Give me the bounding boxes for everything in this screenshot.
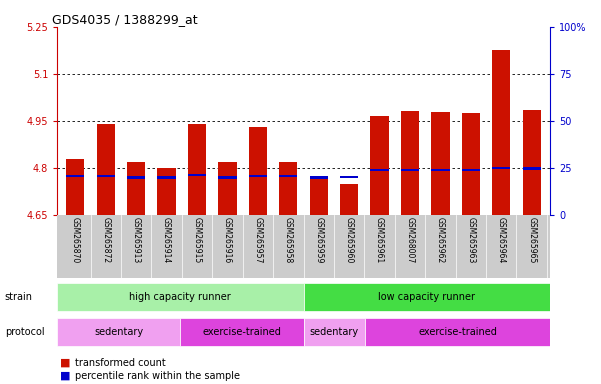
Bar <box>243 215 273 278</box>
Text: GSM265872: GSM265872 <box>102 217 110 263</box>
Bar <box>304 215 334 278</box>
Text: GSM265957: GSM265957 <box>254 217 263 263</box>
Bar <box>97 124 115 215</box>
Text: exercise-trained: exercise-trained <box>418 327 497 337</box>
Text: percentile rank within the sample: percentile rank within the sample <box>75 371 240 381</box>
Bar <box>218 162 237 215</box>
Bar <box>212 215 243 278</box>
Text: high capacity runner: high capacity runner <box>129 292 231 302</box>
Bar <box>522 110 541 215</box>
Bar <box>304 283 550 311</box>
Text: GSM265960: GSM265960 <box>344 217 353 263</box>
Bar <box>486 215 516 278</box>
Bar <box>462 113 480 215</box>
Text: GSM268007: GSM268007 <box>406 217 415 263</box>
Bar <box>157 176 175 179</box>
Bar <box>66 175 85 177</box>
Bar <box>91 215 121 278</box>
Bar <box>218 176 237 179</box>
Text: low capacity runner: low capacity runner <box>378 292 475 302</box>
Bar <box>310 177 328 215</box>
Bar <box>365 318 550 346</box>
Bar <box>188 174 206 176</box>
Bar <box>456 215 486 278</box>
Text: GSM265965: GSM265965 <box>527 217 536 263</box>
Bar <box>432 112 450 215</box>
Bar <box>279 175 297 177</box>
Text: GSM265916: GSM265916 <box>223 217 232 263</box>
Text: GSM265914: GSM265914 <box>162 217 171 263</box>
Bar <box>370 169 389 171</box>
Bar <box>151 215 182 278</box>
Text: GSM265915: GSM265915 <box>192 217 201 263</box>
Text: GDS4035 / 1388299_at: GDS4035 / 1388299_at <box>52 13 198 26</box>
Bar <box>180 318 304 346</box>
Bar <box>127 176 145 179</box>
Bar <box>492 167 510 169</box>
Bar <box>279 162 297 215</box>
Bar <box>57 318 180 346</box>
Text: ■: ■ <box>60 358 70 368</box>
Bar <box>425 215 456 278</box>
Bar <box>249 127 267 215</box>
Text: GSM265961: GSM265961 <box>375 217 384 263</box>
Bar <box>97 175 115 177</box>
Bar <box>340 184 358 215</box>
Bar <box>310 176 328 179</box>
Text: GSM265870: GSM265870 <box>71 217 80 263</box>
Bar <box>66 159 85 215</box>
Bar <box>188 124 206 215</box>
Bar <box>273 215 304 278</box>
Text: GSM265959: GSM265959 <box>314 217 323 263</box>
Text: GSM265964: GSM265964 <box>497 217 505 263</box>
Text: transformed count: transformed count <box>75 358 166 368</box>
Bar <box>401 111 419 215</box>
Bar <box>364 215 395 278</box>
Text: exercise-trained: exercise-trained <box>203 327 281 337</box>
Text: GSM265963: GSM265963 <box>466 217 475 263</box>
Bar <box>60 215 91 278</box>
Bar <box>522 167 541 170</box>
Bar <box>304 318 365 346</box>
Bar <box>121 215 151 278</box>
Bar <box>127 162 145 215</box>
Text: ■: ■ <box>60 371 70 381</box>
Text: GSM265913: GSM265913 <box>132 217 141 263</box>
Bar <box>340 175 358 178</box>
Bar <box>370 116 389 215</box>
Text: strain: strain <box>5 292 33 302</box>
Text: GSM265962: GSM265962 <box>436 217 445 263</box>
Bar <box>157 168 175 215</box>
Text: sedentary: sedentary <box>94 327 143 337</box>
Bar <box>249 175 267 177</box>
Text: GSM265958: GSM265958 <box>284 217 293 263</box>
Bar <box>401 169 419 171</box>
Bar <box>57 283 304 311</box>
Bar <box>432 169 450 171</box>
Bar <box>516 215 547 278</box>
Bar <box>182 215 212 278</box>
Text: protocol: protocol <box>5 327 44 337</box>
Bar <box>334 215 364 278</box>
Bar <box>395 215 425 278</box>
Text: sedentary: sedentary <box>310 327 359 337</box>
Bar <box>492 50 510 215</box>
Bar <box>462 169 480 171</box>
